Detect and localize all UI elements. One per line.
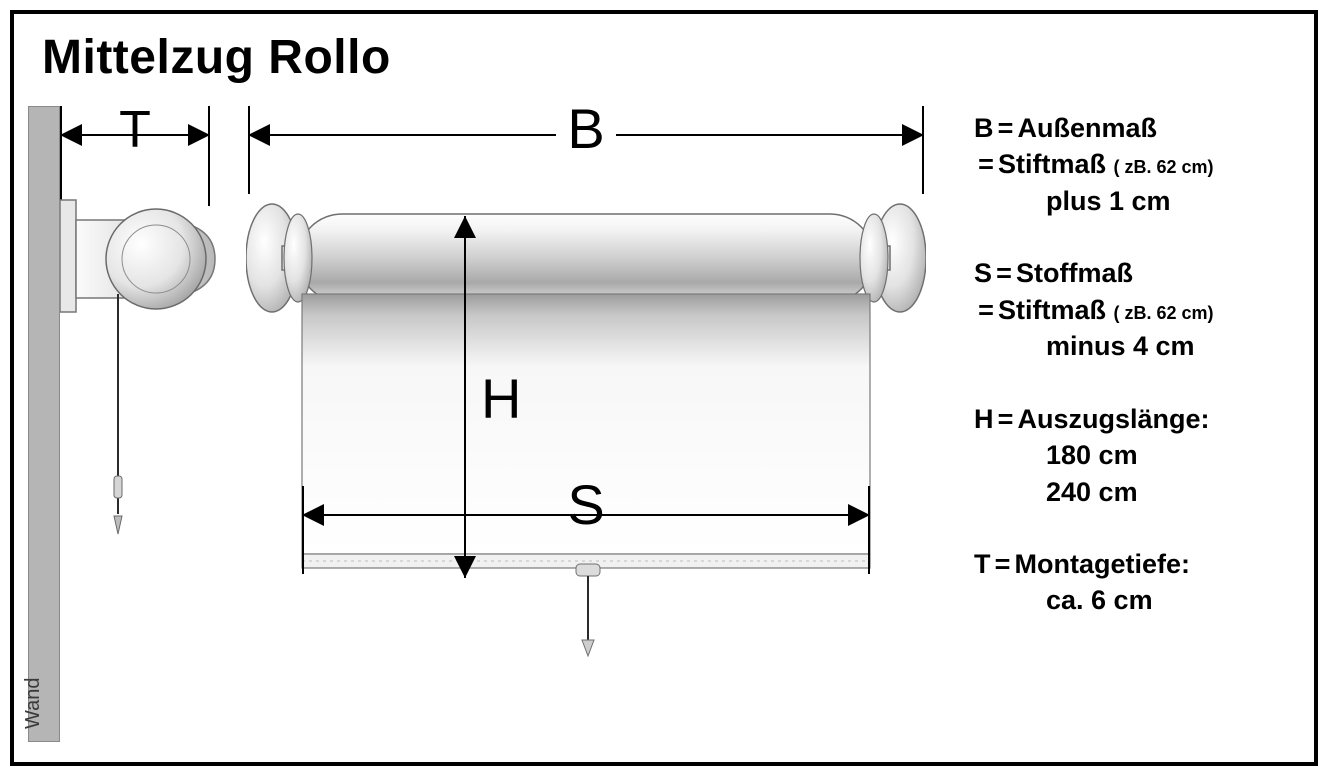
- legend-s-sym: S: [974, 258, 992, 288]
- legend-h: H=Auszugslänge: 180 cm 240 cm: [974, 401, 1304, 510]
- wall-strip: Wand: [28, 106, 60, 742]
- diagram-frame: Mittelzug Rollo Wand T: [10, 10, 1318, 766]
- front-view-group: B: [246, 106, 926, 666]
- dim-s-label: S: [556, 472, 616, 537]
- dim-h-label: H: [481, 366, 521, 431]
- side-view-illustration: [60, 184, 220, 604]
- legend-s-l3: minus 4 cm: [974, 328, 1304, 364]
- legend-b-l3: plus 1 cm: [974, 183, 1304, 219]
- legend-b: B=Außenmaß =Stiftmaß ( zB. 62 cm) plus 1…: [974, 110, 1304, 219]
- legend-s-l2: Stiftmaß: [998, 295, 1106, 325]
- legend-s-note: ( zB. 62 cm): [1114, 303, 1214, 323]
- wall-label: Wand: [22, 677, 45, 729]
- legend-t-l1: Montagetiefe:: [1015, 549, 1191, 579]
- legend-h-l1: Auszugslänge:: [1018, 404, 1210, 434]
- legend-b-l1: Außenmaß: [1018, 113, 1158, 143]
- legend-b-l2: Stiftmaß: [998, 149, 1106, 179]
- dim-t-label: T: [60, 100, 210, 160]
- dimension-b: B: [246, 106, 926, 194]
- legend-b-note: ( zB. 62 cm): [1114, 157, 1214, 177]
- page-title: Mittelzug Rollo: [42, 30, 391, 85]
- legend-s-l1: Stoffmaß: [1016, 258, 1133, 288]
- legend-s: S=Stoffmaß =Stiftmaß ( zB. 62 cm) minus …: [974, 255, 1304, 364]
- legend-b-sym: B: [974, 113, 994, 143]
- legend: B=Außenmaß =Stiftmaß ( zB. 62 cm) plus 1…: [974, 110, 1304, 655]
- legend-h-sym: H: [974, 404, 994, 434]
- legend-t-sym: T: [974, 549, 991, 579]
- legend-t-v1: ca. 6 cm: [974, 582, 1304, 618]
- dimension-s: S: [302, 486, 870, 574]
- legend-h-v2: 240 cm: [974, 474, 1304, 510]
- dim-b-label: B: [556, 96, 616, 161]
- legend-t: T=Montagetiefe: ca. 6 cm: [974, 546, 1304, 619]
- front-view-illustration: [246, 194, 926, 664]
- legend-h-v1: 180 cm: [974, 437, 1304, 473]
